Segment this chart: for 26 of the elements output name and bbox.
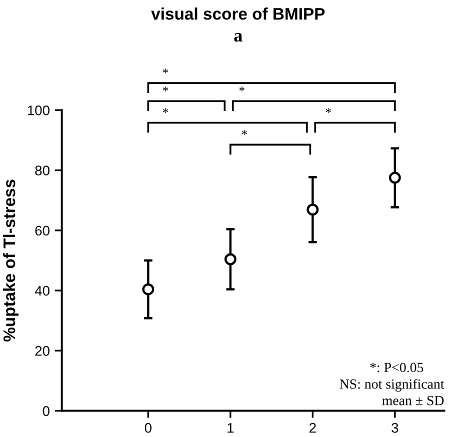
point [306, 204, 319, 216]
point [142, 283, 154, 296]
y-tick-label: 60 [35, 226, 50, 236]
point [388, 172, 401, 184]
annotation: *: P<0.05 [370, 362, 424, 372]
y-axis-title: %uptake of Tl-stress [2, 180, 19, 342]
x-tick-label: 0 [144, 422, 152, 433]
x-tick-label: 3 [392, 422, 398, 433]
text: * [162, 86, 168, 92]
x-tick-label: 1 [228, 423, 234, 433]
annotation: * [326, 108, 331, 113]
y-tick-label: 20 [35, 346, 50, 356]
x-tick-label: 2 [310, 422, 316, 433]
y-tick-label: 80 [35, 166, 50, 176]
y-tick-label: 0 [42, 406, 50, 416]
annotation: mean ± SD [382, 396, 444, 406]
y-tick-label: 100 [28, 105, 50, 116]
chart-title: visual score of BMIPP [151, 8, 325, 20]
chart-subtitle: a [234, 33, 242, 42]
point [224, 253, 236, 266]
text: * [162, 68, 168, 74]
annotation: * [162, 108, 168, 113]
y-tick-label: 40 [34, 286, 50, 296]
text: * [239, 86, 244, 92]
annotation: * [242, 130, 247, 135]
annotation: NS: not significant [340, 378, 444, 392]
